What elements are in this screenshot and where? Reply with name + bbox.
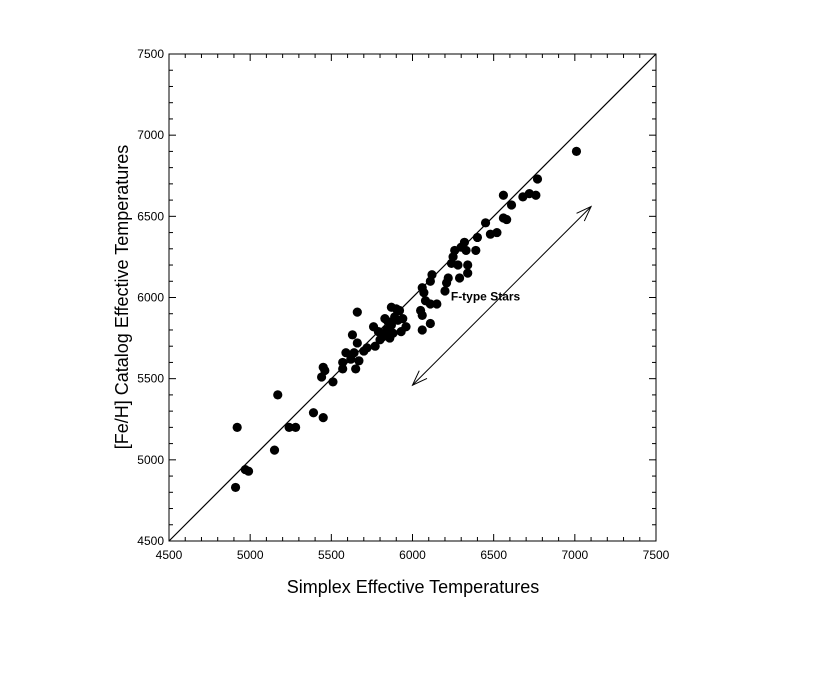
- data-point: [425, 318, 435, 329]
- data-point: [328, 377, 338, 387]
- data-point: [273, 390, 283, 400]
- data-point: [425, 276, 435, 286]
- data-point: [316, 372, 327, 382]
- data-point: [347, 330, 358, 340]
- annotation-f-type-stars: F-type Stars: [451, 290, 521, 304]
- y-axis-title: [Fe/H] Catalog Effective Temperatures: [112, 145, 132, 449]
- data-point: [518, 192, 528, 202]
- y-tick-label: 6000: [137, 291, 164, 305]
- data-point: [386, 302, 396, 312]
- data-points: [230, 146, 582, 493]
- y-tick-label: 4500: [137, 534, 164, 548]
- x-tick-label: 5000: [237, 548, 264, 562]
- data-point: [390, 312, 400, 322]
- arrow-shaft: [412, 206, 592, 386]
- x-tick-label: 7500: [643, 548, 670, 562]
- data-point: [352, 338, 362, 348]
- data-point: [463, 268, 473, 278]
- data-point: [506, 200, 517, 210]
- data-point: [454, 273, 465, 283]
- data-point: [351, 364, 361, 374]
- data-point: [346, 354, 356, 364]
- data-point: [440, 286, 450, 296]
- data-point: [368, 322, 379, 332]
- arrow-head-upper: [576, 205, 593, 222]
- data-point: [284, 422, 294, 432]
- data-point: [498, 213, 509, 223]
- data-point: [498, 190, 509, 200]
- data-point: [375, 335, 385, 345]
- x-tick-label: 7000: [561, 548, 588, 562]
- data-point: [291, 422, 301, 432]
- data-point: [432, 299, 442, 309]
- data-point: [420, 296, 431, 306]
- data-point: [230, 482, 241, 493]
- y-tick-label: 6500: [137, 209, 164, 223]
- data-point: [417, 283, 427, 293]
- data-point: [341, 348, 351, 358]
- data-point: [380, 314, 390, 324]
- data-point: [318, 413, 328, 423]
- data-point: [417, 325, 427, 335]
- data-point: [370, 341, 380, 351]
- data-point: [354, 356, 364, 366]
- double-arrow: [411, 205, 593, 387]
- data-point: [571, 146, 582, 156]
- data-point: [416, 305, 426, 316]
- data-point: [269, 445, 280, 455]
- data-point: [318, 362, 328, 372]
- data-point: [396, 326, 406, 337]
- identity-reference-line: [168, 53, 657, 542]
- y-tick-label: 5500: [137, 372, 164, 386]
- data-point: [338, 364, 348, 374]
- x-tick-label: 5500: [318, 548, 345, 562]
- data-point: [441, 278, 452, 288]
- data-point: [352, 307, 362, 317]
- x-tick-label: 4500: [156, 548, 183, 562]
- data-point: [472, 232, 483, 243]
- data-point: [532, 174, 543, 184]
- x-tick-label: 6000: [399, 548, 426, 562]
- data-point: [480, 218, 491, 228]
- data-point: [308, 408, 319, 418]
- data-point: [240, 464, 250, 475]
- data-point: [359, 346, 369, 356]
- y-tick-label: 7000: [137, 128, 164, 142]
- data-point: [232, 422, 242, 432]
- data-point: [485, 229, 496, 239]
- data-point: [338, 357, 348, 368]
- axis-ticks: [168, 53, 657, 542]
- arrow-head-lower: [411, 370, 428, 387]
- x-tick-label: 6500: [480, 548, 507, 562]
- data-point: [463, 260, 473, 270]
- axis-tick-labels: 4500 5000 5500 6000 6500 7000 7500 4500 5000 5500…: [137, 47, 669, 562]
- y-tick-label: 5000: [137, 453, 164, 467]
- data-point: [471, 245, 481, 256]
- y-tick-label: 7500: [137, 47, 164, 61]
- x-axis-title: Simplex Effective Temperatures: [287, 577, 539, 597]
- data-point: [446, 258, 457, 269]
